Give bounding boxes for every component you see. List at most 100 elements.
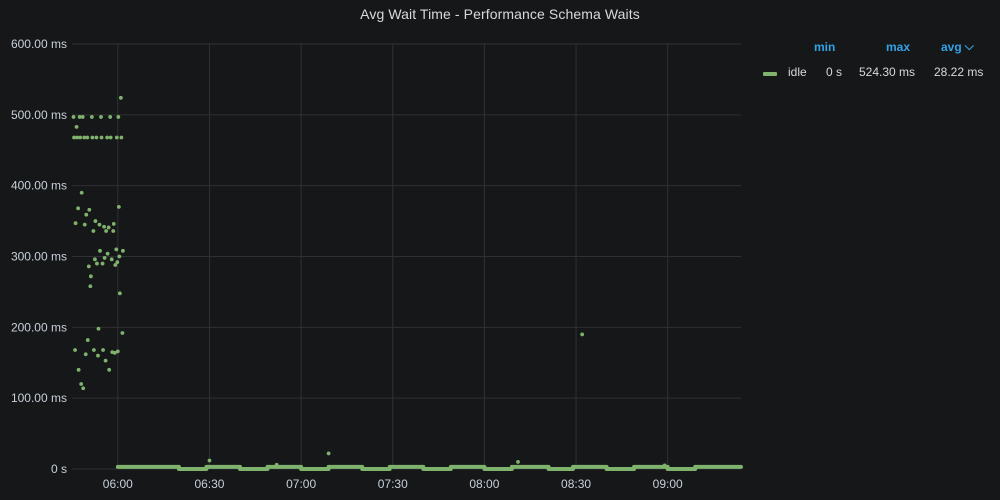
data-point[interactable] (111, 222, 116, 226)
data-point[interactable] (79, 382, 84, 386)
data-point[interactable] (82, 135, 87, 140)
data-point[interactable] (119, 135, 124, 140)
y-tick-label: 400.00 ms (11, 179, 67, 193)
data-point[interactable] (84, 212, 89, 217)
legend-series-name[interactable]: idle (788, 65, 807, 79)
legend-row-idle[interactable]: idle 0 s 524.30 ms 28.22 ms (755, 65, 995, 87)
data-point[interactable] (121, 248, 125, 253)
data-point[interactable] (113, 263, 118, 267)
data-point[interactable] (88, 284, 93, 289)
data-point[interactable] (100, 261, 105, 266)
data-point[interactable] (91, 348, 96, 352)
data-point[interactable] (81, 386, 86, 391)
data-point[interactable] (207, 458, 212, 463)
legend-header-min[interactable]: min (814, 40, 836, 54)
data-point[interactable] (85, 135, 90, 140)
x-tick-label: 06:00 (103, 477, 133, 491)
data-point[interactable] (90, 135, 95, 140)
x-tick-label: 08:00 (469, 477, 499, 491)
y-axis: 0 s 100.00 ms 200.00 ms 300.00 ms 400.00 ms 5… (11, 37, 67, 476)
data-point[interactable] (116, 115, 121, 119)
data-point[interactable] (102, 224, 106, 229)
series-color-swatch[interactable] (763, 72, 777, 76)
legend-value-min: 0 s (826, 65, 843, 79)
data-point[interactable] (76, 367, 81, 372)
data-point[interactable] (76, 206, 81, 211)
data-point[interactable] (516, 460, 520, 464)
legend: min max avg ⌵ idle 0 s 524.30 ms 28.22 ms (755, 39, 995, 87)
data-point[interactable] (88, 274, 93, 279)
data-point[interactable] (91, 229, 96, 233)
y-tick-label: 200.00 ms (11, 320, 67, 334)
data-point[interactable] (118, 95, 123, 100)
data-point[interactable] (105, 251, 110, 256)
data-point[interactable] (114, 135, 119, 140)
data-point[interactable] (662, 463, 667, 468)
data-point[interactable] (94, 135, 99, 140)
data-point[interactable] (93, 257, 97, 262)
data-point[interactable] (108, 135, 113, 140)
data-point[interactable] (93, 219, 98, 223)
data-point[interactable] (80, 115, 85, 119)
data-point[interactable] (108, 115, 113, 119)
data-point[interactable] (82, 222, 87, 227)
data-point[interactable] (107, 367, 112, 372)
legend-header-avg[interactable]: avg ⌵ (941, 39, 974, 55)
data-point[interactable] (103, 358, 108, 363)
data-point[interactable] (71, 115, 76, 119)
data-point[interactable] (104, 229, 109, 233)
data-point[interactable] (77, 115, 82, 119)
data-point[interactable] (73, 348, 77, 352)
data-point[interactable] (96, 353, 100, 358)
data-point[interactable] (274, 462, 279, 467)
data-point[interactable] (116, 205, 121, 209)
data-point[interactable] (97, 222, 102, 227)
data-point[interactable] (86, 264, 91, 269)
data-point[interactable] (580, 332, 585, 337)
data-point[interactable] (326, 451, 331, 456)
x-tick-label: 08:30 (561, 477, 591, 491)
data-point[interactable] (75, 135, 79, 140)
data-point[interactable] (109, 257, 114, 262)
data-point[interactable] (117, 254, 122, 259)
data-point[interactable] (101, 348, 105, 352)
data-point[interactable] (78, 135, 83, 140)
series-idle-baseline (115, 464, 743, 471)
data-point[interactable] (89, 115, 94, 119)
data-point[interactable] (87, 207, 92, 212)
data-point[interactable] (83, 352, 88, 357)
y-tick-label: 300.00 ms (11, 250, 67, 264)
data-point[interactable] (99, 115, 103, 119)
data-point[interactable] (117, 291, 122, 296)
data-point[interactable] (120, 331, 125, 335)
data-point[interactable] (114, 247, 119, 252)
data-point[interactable] (105, 135, 110, 140)
series-idle-points (71, 95, 667, 468)
x-tick-label: 09:00 (653, 477, 683, 491)
x-tick-label: 06:30 (194, 477, 224, 491)
panel-title[interactable]: Avg Wait Time - Performance Schema Waits (360, 6, 640, 22)
data-point[interactable] (102, 256, 107, 260)
y-tick-label: 0 s (51, 462, 67, 476)
data-point[interactable] (115, 349, 120, 354)
data-point[interactable] (111, 229, 116, 233)
data-point[interactable] (85, 338, 90, 342)
data-point[interactable] (95, 261, 99, 266)
y-tick-label: 600.00 ms (11, 37, 67, 51)
data-point[interactable] (98, 248, 102, 253)
data-point[interactable] (72, 135, 76, 140)
data-point[interactable] (73, 221, 78, 226)
data-point[interactable] (79, 190, 84, 195)
legend-header-max[interactable]: max (886, 40, 911, 54)
data-point[interactable] (112, 350, 117, 355)
y-tick-label: 100.00 ms (11, 391, 67, 405)
data-point[interactable] (99, 135, 104, 140)
data-point[interactable] (106, 225, 111, 230)
data-point[interactable] (96, 326, 101, 331)
legend-value-avg: 28.22 ms (934, 65, 984, 79)
x-tick-label: 07:30 (378, 477, 408, 491)
data-point[interactable] (74, 124, 79, 129)
data-point[interactable] (115, 260, 120, 265)
